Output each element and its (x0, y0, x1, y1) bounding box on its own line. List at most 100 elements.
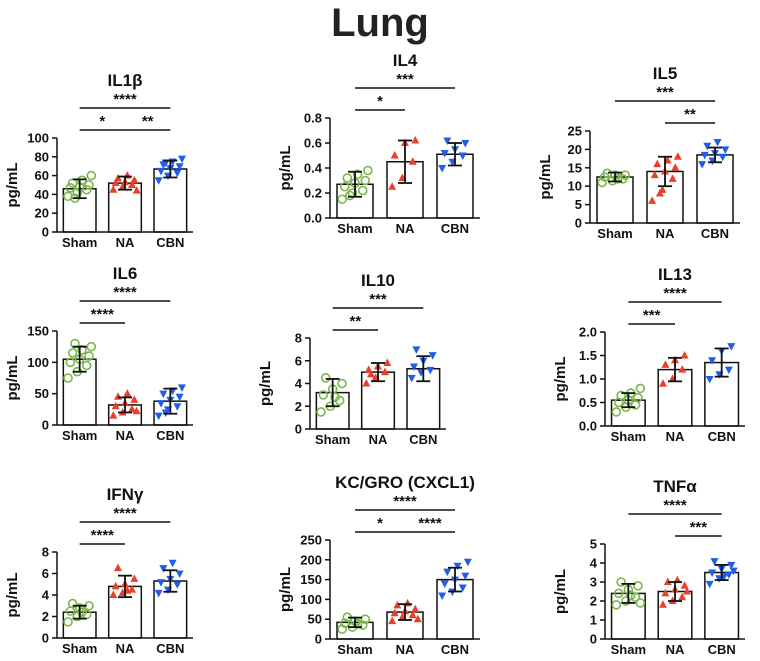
data-point (367, 369, 376, 378)
data-point (410, 363, 419, 371)
data-point (114, 563, 123, 572)
y-tick-label: 200 (300, 552, 322, 567)
data-point (710, 558, 719, 566)
y-tick-label: 2 (295, 399, 302, 414)
x-tick-label: Sham (337, 642, 372, 657)
y-tick-label: 1 (590, 613, 597, 628)
y-tick-label: 0 (315, 632, 322, 647)
y-axis-label: pg/mL (277, 146, 294, 191)
data-point (411, 136, 420, 144)
y-axis-label: pg/mL (537, 155, 554, 200)
figure-title: Lung (331, 1, 429, 45)
data-point (648, 196, 657, 204)
significance-label: ** (684, 106, 696, 123)
data-point (700, 151, 709, 160)
x-tick-label: Sham (315, 432, 350, 447)
x-tick-label: NA (656, 226, 675, 241)
data-point (727, 343, 736, 351)
data-point (438, 592, 447, 600)
data-point (438, 165, 447, 173)
data-point (390, 151, 399, 159)
data-point (337, 378, 347, 389)
data-point (443, 137, 452, 145)
data-point (342, 173, 353, 183)
data-point (671, 163, 680, 171)
x-tick-label: NA (369, 432, 388, 447)
significance-label: **** (663, 497, 687, 514)
data-point (408, 610, 417, 619)
data-point (360, 175, 371, 186)
data-point (337, 194, 347, 205)
data-point (175, 163, 184, 171)
data-point (318, 390, 329, 400)
significance-label: ** (142, 113, 154, 130)
data-point (440, 580, 449, 589)
x-tick-label: NA (396, 642, 415, 657)
y-axis-label: pg/mL (257, 361, 274, 406)
data-point (320, 373, 331, 383)
data-point (154, 177, 163, 185)
y-tick-label: 0 (42, 225, 49, 240)
x-tick-label: NA (116, 641, 135, 656)
data-point (453, 562, 462, 571)
data-point (443, 568, 452, 577)
data-point (407, 374, 416, 383)
y-axis-label: pg/mL (4, 163, 21, 208)
y-tick-label: 5 (575, 197, 582, 212)
data-point (114, 392, 123, 400)
data-point (413, 614, 422, 623)
data-point (154, 412, 163, 421)
data-point (635, 598, 646, 608)
data-point (653, 159, 662, 168)
data-point (157, 400, 166, 408)
x-tick-label: NA (116, 235, 135, 250)
data-point (633, 392, 643, 403)
x-tick-label: NA (666, 429, 685, 444)
data-point (84, 180, 94, 190)
y-tick-label: 100 (27, 355, 49, 370)
significance-label: *** (690, 519, 708, 536)
y-tick-label: 8 (295, 331, 302, 346)
y-tick-label: 0 (42, 631, 49, 646)
data-point (612, 174, 623, 184)
data-point (461, 140, 470, 148)
significance-label: **** (113, 505, 137, 522)
y-tick-label: 250 (300, 533, 322, 548)
data-point (86, 341, 97, 352)
data-point (729, 567, 738, 576)
y-tick-label: 0.2 (304, 186, 322, 201)
x-tick-label: CBN (156, 641, 184, 656)
data-point (357, 620, 368, 630)
significance-label: * (99, 113, 105, 130)
data-point (663, 577, 672, 585)
y-tick-label: 50 (308, 612, 322, 627)
x-tick-label: NA (116, 428, 135, 443)
data-point (114, 173, 123, 182)
significance-label: **** (113, 284, 137, 301)
y-axis-label: pg/mL (4, 573, 21, 618)
data-point (393, 600, 402, 609)
data-point (668, 174, 677, 182)
data-point (680, 351, 689, 359)
data-point (708, 569, 717, 577)
data-point (390, 608, 399, 617)
y-tick-label: 2 (42, 609, 49, 624)
data-point (362, 379, 371, 387)
y-tick-label: 0 (575, 216, 582, 231)
data-point (77, 607, 87, 618)
y-tick-label: 0.6 (304, 136, 322, 151)
y-tick-label: 80 (35, 149, 49, 164)
data-point (339, 618, 350, 628)
y-tick-label: 100 (27, 131, 49, 146)
data-point (718, 153, 727, 162)
y-tick-label: 100 (300, 592, 322, 607)
data-point (613, 588, 624, 599)
y-tick-label: 0.0 (304, 211, 322, 226)
data-point (111, 178, 120, 187)
data-point (713, 139, 722, 147)
panel-title: IL6 (113, 264, 138, 283)
data-point (157, 579, 166, 587)
y-tick-label: 50 (35, 386, 49, 401)
data-point (360, 614, 371, 625)
data-point (380, 367, 389, 376)
